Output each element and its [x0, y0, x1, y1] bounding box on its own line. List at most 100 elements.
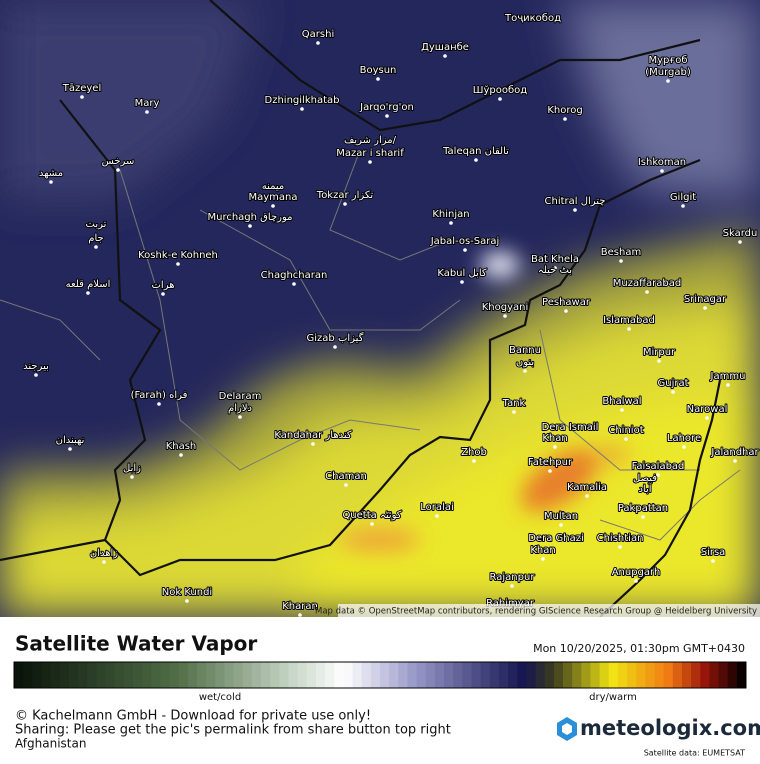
place-label: Jabal-os-Saraj [430, 236, 500, 247]
city-dot [624, 437, 628, 441]
city-dot [49, 180, 53, 184]
scale-swatch [581, 662, 591, 688]
place-label: Chaman [325, 471, 367, 482]
place-label: بنوں [516, 357, 534, 368]
place-label: Quetta کوئٹہ [342, 510, 401, 521]
place-label: تربت [86, 219, 107, 230]
city-dot [176, 262, 180, 266]
sharing: Sharing: Please get the pic's permalink … [15, 723, 451, 738]
place-label: Anupgarh [612, 567, 661, 578]
city-dot [738, 240, 742, 244]
scale-swatch [114, 662, 125, 688]
city-dot [553, 445, 557, 449]
city-dot [248, 224, 252, 228]
place-label: Muzaffarabad [613, 278, 681, 289]
place-label: Islamabad [603, 315, 655, 326]
scale-swatch [636, 662, 646, 688]
place-label: Gilgit [670, 192, 696, 203]
scale-swatch [453, 662, 463, 688]
city-dot [585, 494, 589, 498]
scale-swatch [68, 662, 79, 688]
city-dot [370, 522, 374, 526]
scale-swatch [535, 662, 546, 688]
scale-swatch [590, 662, 601, 688]
scale-swatch [41, 662, 52, 688]
scale-swatch [87, 662, 97, 688]
city-dot [463, 248, 467, 252]
scale-swatch [508, 662, 518, 688]
scale-swatch [736, 662, 747, 688]
city-dot [541, 557, 545, 561]
scale-swatch [334, 662, 344, 688]
scale-swatch [498, 662, 509, 688]
place-label: آباد [638, 482, 652, 495]
scale-swatch [425, 662, 436, 688]
place-label: مزار شریف/ [344, 135, 397, 146]
color-scale [13, 661, 747, 689]
place-label: Besham [601, 247, 641, 258]
city-dot [333, 345, 337, 349]
city-dot [343, 202, 347, 206]
scale-swatch [444, 662, 454, 688]
city-dot [80, 95, 84, 99]
city-dot [510, 584, 514, 588]
scale-swatch [608, 662, 619, 688]
city-dot [185, 599, 189, 603]
place-label: Мурғоб [648, 55, 687, 66]
scale-high: dry/warm [589, 692, 637, 703]
scale-swatch [672, 662, 683, 688]
scale-swatch [599, 662, 610, 688]
scale-swatch [370, 662, 381, 688]
place-label: Jammu [710, 371, 746, 382]
place-label: Dera Ismail [542, 422, 599, 433]
place-label: Gizab گیزاب [307, 332, 364, 344]
city-dot [472, 459, 476, 463]
place-label: نهبندان [56, 435, 85, 446]
brand: meteologix.com [580, 716, 760, 740]
place-label: Tokzar تکزار [316, 190, 374, 201]
admin-borders [0, 149, 741, 541]
source: Satellite data: EUMETSAT [644, 749, 745, 758]
scale-swatch [224, 662, 235, 688]
place-label: Chaghcharan [261, 270, 328, 281]
place-label: Murchagh مورچاق [207, 212, 292, 223]
city-dot [34, 373, 38, 377]
place-label: Душанбе [421, 42, 469, 53]
attribution-bg [338, 604, 760, 617]
scale-swatch [663, 662, 674, 688]
scale-swatch [389, 662, 399, 688]
city-dot [705, 416, 709, 420]
place-label: Ishkoman [638, 157, 686, 168]
scale-swatch [416, 662, 427, 688]
scale-swatch [142, 662, 152, 688]
place-label: Qarshi [302, 29, 334, 40]
scale-swatch [197, 662, 207, 688]
scale-swatch [169, 662, 180, 688]
place-label: Faisalabad [632, 461, 685, 472]
city-dot [292, 282, 296, 286]
scale-swatch [78, 662, 88, 688]
scale-swatch [681, 662, 692, 688]
place-label: Bat Khela [531, 254, 579, 265]
scale-swatch [343, 662, 354, 688]
city-dot [68, 447, 72, 451]
scale-swatch [270, 662, 280, 688]
city-dot [435, 514, 439, 518]
place-label: Gujrat [657, 378, 688, 389]
city-dot [634, 579, 638, 583]
city-dot [559, 523, 563, 527]
city-dot [682, 445, 686, 449]
scale-swatch [407, 662, 418, 688]
scale-swatch [105, 662, 116, 688]
place-label: Koshk-e Kohneh [138, 250, 218, 261]
scale-swatch [398, 662, 408, 688]
logo-icon-inner [562, 723, 572, 735]
scale-swatch [315, 662, 326, 688]
place-label: بٹ خیلہ [538, 265, 572, 276]
city-dot [573, 208, 577, 212]
place-label: Srinagar [684, 294, 727, 305]
place-label: (Murgab) [645, 67, 691, 78]
city-dot [130, 475, 134, 479]
scale-swatch [306, 662, 317, 688]
city-dot [161, 292, 165, 296]
